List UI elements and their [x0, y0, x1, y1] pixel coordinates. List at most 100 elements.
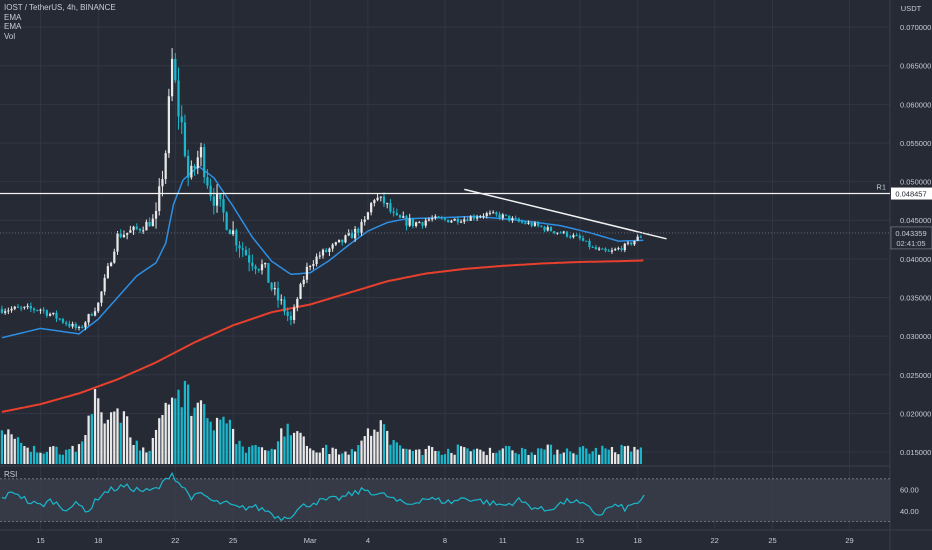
volume-bar	[39, 452, 42, 464]
price-tick-label: 0.040000	[900, 255, 931, 264]
volume-bar	[77, 444, 81, 464]
candle-body	[39, 309, 42, 311]
candle-body	[260, 264, 264, 271]
candle-body	[408, 218, 411, 226]
price-tick-label: 0.025000	[900, 371, 931, 380]
candle	[97, 302, 100, 313]
candle	[495, 211, 498, 217]
candle-body	[565, 231, 569, 237]
time-tick-label: 18	[633, 536, 641, 545]
candle-body	[29, 305, 32, 309]
candle-body	[431, 218, 434, 220]
candle	[206, 169, 209, 189]
candle	[315, 253, 318, 267]
candle-body	[405, 216, 408, 226]
candle	[68, 320, 71, 329]
candle	[209, 178, 212, 201]
volume-bar	[350, 449, 354, 464]
volume-bar	[495, 452, 498, 464]
volume-bar	[456, 444, 459, 464]
volume-bar	[626, 445, 630, 464]
candle-body	[482, 215, 485, 217]
volume-bar	[23, 446, 26, 464]
candle	[4, 308, 7, 315]
candle-body	[193, 165, 196, 169]
candle-body	[103, 277, 106, 292]
candle-body	[623, 243, 626, 251]
volume-bar	[29, 451, 32, 464]
candle	[26, 303, 29, 310]
candle	[93, 307, 97, 317]
candle-body	[42, 309, 45, 311]
candle	[565, 231, 569, 238]
volume-bar	[565, 448, 569, 464]
candle-body	[334, 242, 337, 245]
volume-bar	[135, 440, 138, 464]
candle	[620, 245, 623, 252]
candle-body	[302, 279, 305, 285]
candle-body	[257, 268, 260, 271]
candle	[353, 226, 357, 242]
candle-body	[610, 250, 614, 252]
candle-body	[389, 203, 392, 212]
volume-bar	[482, 451, 485, 464]
volume-bar	[527, 454, 530, 464]
candle	[103, 274, 106, 296]
trendline	[464, 188, 667, 240]
candle-body	[344, 235, 347, 243]
legend-ema-1[interactable]: EMA	[4, 12, 22, 22]
candle	[392, 207, 395, 217]
volume-bar	[325, 444, 328, 464]
candle	[328, 247, 331, 257]
volume-bar	[357, 445, 360, 464]
candle-body	[466, 219, 469, 221]
candle	[203, 143, 206, 184]
volume-bar	[106, 419, 110, 464]
candle	[7, 307, 10, 315]
candle	[122, 230, 126, 238]
candle	[456, 216, 459, 225]
volume-bar	[267, 450, 270, 464]
candle-body	[549, 227, 553, 232]
volume-bar	[4, 434, 7, 464]
candle	[373, 198, 376, 207]
candle-body	[7, 310, 10, 312]
candle	[148, 217, 151, 227]
candle	[492, 210, 495, 214]
candle-body	[65, 322, 68, 324]
candle	[225, 211, 228, 231]
candle-body	[373, 200, 376, 204]
volume-bar	[158, 418, 161, 464]
last-price-tag	[890, 226, 932, 250]
candle	[251, 254, 254, 271]
candle	[0, 305, 4, 314]
candle-body	[16, 306, 20, 308]
candle	[244, 246, 248, 256]
resistance-label: R1	[876, 183, 886, 192]
time-tick-label: 4	[366, 536, 370, 545]
ema-slow-line	[1, 259, 644, 413]
volume-bar	[559, 453, 562, 464]
candle	[601, 247, 604, 250]
rsi-label[interactable]: RSI	[4, 470, 18, 479]
volume-bar	[424, 449, 427, 464]
candle-body	[231, 230, 235, 235]
candle-body	[376, 197, 379, 201]
volume-bar	[248, 446, 251, 464]
candle-body	[228, 229, 232, 235]
candle-body	[32, 308, 36, 311]
candle-body	[357, 228, 360, 233]
candle-body	[562, 231, 565, 234]
volume-bar	[498, 450, 501, 464]
candle-body	[164, 153, 167, 180]
volume-bar	[238, 440, 241, 464]
volume-bar	[42, 453, 45, 464]
time-tick-label: 15	[576, 536, 584, 545]
volume-bar	[447, 448, 450, 464]
legend-ema-2[interactable]: EMA	[4, 22, 22, 31]
legend-volume[interactable]: Vol	[4, 31, 16, 41]
volume-bar	[209, 421, 212, 464]
candle-body	[87, 314, 90, 323]
candle	[466, 216, 469, 222]
